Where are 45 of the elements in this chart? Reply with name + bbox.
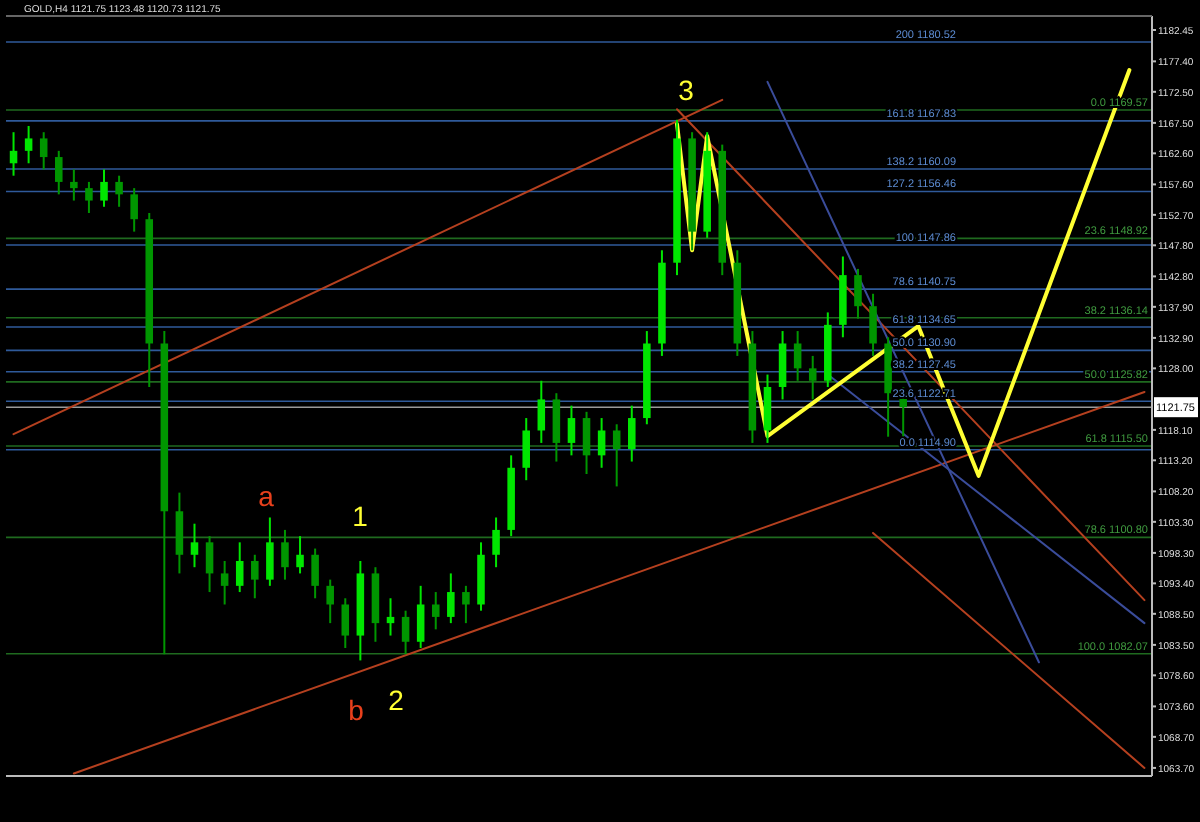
candlestick <box>492 516 500 569</box>
candlestick <box>24 124 33 165</box>
candlestick <box>416 584 425 649</box>
candlestick <box>778 330 787 401</box>
annotation: 1 <box>352 500 369 532</box>
candlestick <box>39 131 48 171</box>
candlestick <box>537 379 546 444</box>
candlestick <box>85 180 93 214</box>
candlestick <box>100 168 108 208</box>
candlestick <box>597 417 606 469</box>
candlestick <box>70 168 78 202</box>
candlestick <box>311 547 319 600</box>
candlestick <box>281 528 289 581</box>
candlestick <box>205 535 214 594</box>
candlestick <box>447 572 455 625</box>
candlestick <box>115 174 123 208</box>
candlestick <box>808 354 817 401</box>
candlestick <box>628 404 636 463</box>
candlestick <box>235 541 244 594</box>
candlestick <box>612 423 621 488</box>
candlestick <box>266 516 274 587</box>
candlestick <box>854 267 862 320</box>
candlestick <box>341 597 350 649</box>
candlestick <box>251 553 259 600</box>
candlestick <box>220 559 229 606</box>
candlestick <box>175 491 184 575</box>
candlestick <box>552 392 561 463</box>
candlestick <box>522 417 530 482</box>
candlestick <box>326 578 334 625</box>
candlestick <box>763 373 772 444</box>
candlestick <box>567 404 576 457</box>
annotation: 3 <box>678 74 695 106</box>
candlestick <box>793 330 802 382</box>
candlestick <box>869 292 877 357</box>
annotation: 2 <box>388 684 405 716</box>
candlestick <box>55 149 63 196</box>
candlestick <box>130 187 138 233</box>
candlestick <box>401 609 410 656</box>
candlestick <box>296 535 304 575</box>
candlestick <box>190 522 199 569</box>
annotation: a <box>258 480 275 512</box>
candlestick <box>431 591 440 631</box>
candlestick <box>462 584 470 625</box>
candlestick <box>582 410 591 475</box>
annotation: b <box>348 694 365 726</box>
